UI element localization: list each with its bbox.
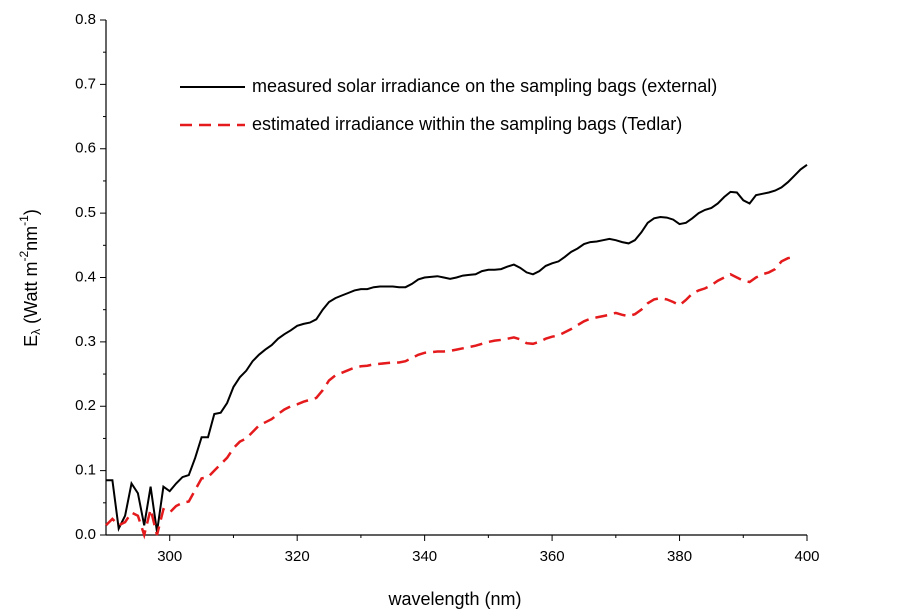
y-tick-label: 0.4 — [75, 268, 96, 285]
y-label-sub: λ — [29, 329, 43, 335]
y-tick-label: 0.5 — [75, 204, 96, 221]
x-tick-label: 340 — [412, 548, 437, 565]
x-tick-label: 400 — [794, 548, 819, 565]
series-line — [105, 255, 795, 540]
y-label-part: ) — [21, 209, 41, 215]
y-tick-label: 0.1 — [75, 462, 96, 479]
y-label-sup: -2 — [17, 251, 31, 262]
x-tick-label: 380 — [667, 548, 692, 565]
y-tick-label: 0.8 — [75, 11, 96, 28]
y-tick-label: 0.3 — [75, 333, 96, 350]
y-tick-label: 0.6 — [75, 140, 96, 157]
series-line — [106, 163, 808, 532]
x-tick-label: 300 — [157, 548, 182, 565]
y-tick-label: 0.0 — [75, 526, 96, 543]
x-tick-label: 360 — [540, 548, 565, 565]
x-tick-label: 320 — [285, 548, 310, 565]
y-tick-label: 0.7 — [75, 75, 96, 92]
legend-label: estimated irradiance within the sampling… — [252, 114, 682, 134]
y-label-part: (Watt m — [21, 262, 41, 329]
x-axis-label: wavelength (nm) — [387, 589, 521, 609]
y-label-sup: -1 — [17, 215, 31, 226]
y-axis-label: Eλ (Watt m-2nm-1) — [17, 209, 43, 347]
y-tick-label: 0.2 — [75, 397, 96, 414]
y-label-part: E — [21, 335, 41, 347]
legend-label: measured solar irradiance on the samplin… — [252, 76, 717, 96]
y-label-part: nm — [21, 226, 41, 251]
